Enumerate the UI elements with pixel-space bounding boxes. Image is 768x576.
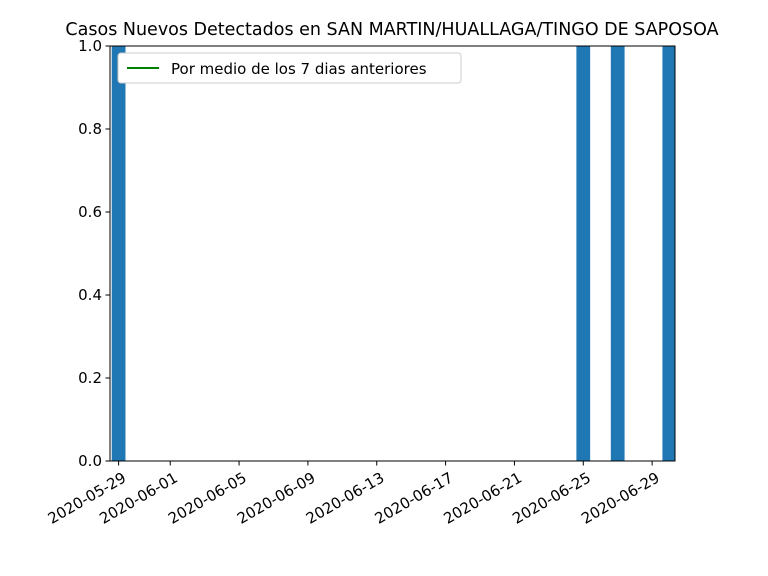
y-tick-label: 0.6 xyxy=(78,203,102,221)
bar-2020-06-30 xyxy=(662,46,675,461)
y-tick-label: 1.0 xyxy=(78,37,102,55)
bar-2020-06-27 xyxy=(610,46,625,461)
y-axis: 0.0 0.2 0.4 0.6 0.8 1.0 xyxy=(78,37,110,470)
bar-2020-05-29 xyxy=(111,46,126,461)
y-tick-label: 0.2 xyxy=(78,369,102,387)
legend-label: Por medio de los 7 dias anteriores xyxy=(171,60,427,78)
y-tick-label: 0.0 xyxy=(78,452,102,470)
chart-title: Casos Nuevos Detectados en SAN MARTIN/HU… xyxy=(65,20,718,40)
legend: Por medio de los 7 dias anteriores xyxy=(117,52,462,84)
bars-layer xyxy=(111,46,675,461)
plot-frame xyxy=(109,45,676,462)
legend-box xyxy=(117,52,462,84)
y-tick-label: 0.4 xyxy=(78,286,102,304)
bar-2020-06-25 xyxy=(576,46,591,461)
y-tick-label: 0.8 xyxy=(78,120,102,138)
